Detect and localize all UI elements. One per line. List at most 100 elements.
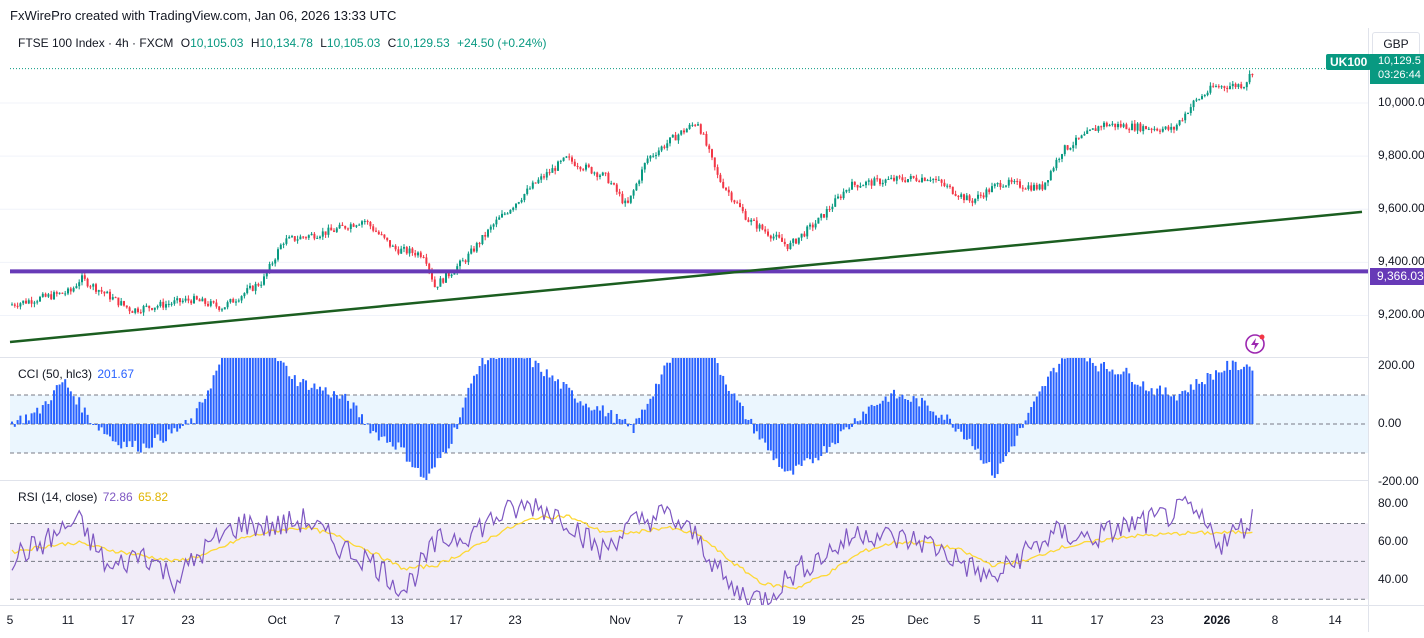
candle-body [744,211,747,220]
lightning-alert-icon[interactable] [1244,333,1266,355]
price-chart[interactable] [0,28,1368,358]
cci-bar [481,358,484,424]
cci-bar [926,405,929,424]
candle-body [621,193,624,204]
cci-bars [11,358,1254,480]
cci-bar [1167,395,1170,424]
candle-body [181,300,184,303]
candle-body [321,231,324,237]
candle-body [475,243,478,252]
cci-bar [820,424,823,457]
candle-body [646,158,649,163]
cci-bar [537,363,540,424]
cci-bar [1077,358,1080,424]
cci-bar [795,424,797,466]
candle-body [377,231,380,235]
cci-bar [671,358,674,424]
candle-body [95,284,97,292]
trendline [9,210,1363,344]
cci-bar [1052,367,1055,424]
bar-countdown: 03:26:44 [1378,69,1421,81]
candle-body [529,188,531,190]
candle-body [349,224,352,230]
cci-bar [358,417,361,424]
cci-bar [1111,369,1114,424]
cci-bar [1243,366,1245,424]
cci-bar [271,358,274,424]
x-tick-label: 23 [181,613,195,627]
cci-bar [792,424,795,475]
cci-bar [139,424,142,453]
candle-body [1091,128,1094,130]
candle-body [657,150,660,156]
cci-bar [1240,369,1243,424]
candle-body [251,285,254,291]
cci-bar [898,396,901,424]
candle-body [41,293,44,297]
price-axis-divider [1368,28,1369,632]
cci-bar [347,400,349,424]
symbol-label[interactable]: FTSE 100 Index · 4h · FXCM [18,36,174,50]
cci-bar [772,424,775,461]
candle-body [1021,187,1024,189]
cci-bar [635,418,638,424]
candle-body [363,220,366,222]
cci-bar [103,424,106,435]
cci-bar [1038,391,1041,424]
cci-label[interactable]: CCI (50, hlc3) [18,367,93,381]
currency-selector[interactable]: GBP [1372,32,1420,56]
candle-body [1027,185,1030,190]
cci-bar [324,387,327,424]
cci-bar [1212,379,1215,424]
candle-body [1024,188,1027,190]
candle-body [288,236,291,239]
candle-body [677,134,680,141]
cci-chart[interactable] [0,358,1368,480]
candle-body [128,307,131,312]
candle-body [1052,168,1055,172]
candle-body [593,172,596,174]
cci-bar [187,423,190,425]
rsi-label[interactable]: RSI (14, close) [18,490,98,504]
candle-body [243,293,246,297]
candle-body [397,249,400,254]
cci-bar [1173,395,1175,424]
cci-bar [655,383,657,424]
cci-bar [209,388,212,424]
candle-body [568,156,571,158]
candle-body [467,253,470,263]
cci-bar [711,358,713,424]
candle-body [599,175,601,177]
cci-bar [618,419,621,424]
cci-bar [823,424,825,447]
candle-body [834,198,837,207]
candle-body [1173,126,1175,130]
cci-bar [719,374,722,424]
cci-bar [523,358,526,424]
candle-body [383,234,386,238]
candle-body [405,247,408,254]
candle-body [1153,128,1156,130]
cci-bar [55,385,58,424]
cci-bar [223,358,226,424]
cci-bar [705,358,708,424]
cci-bar [1063,358,1066,424]
cci-bar [517,358,520,424]
cci-bar [279,360,282,424]
rsi-chart[interactable] [0,481,1368,605]
candle-body [55,292,58,294]
candle-body [369,221,372,227]
cci-bar [965,424,968,440]
candle-body [235,301,237,303]
cci-bar [638,417,641,424]
candle-body [221,309,223,311]
cci-bar [251,358,254,424]
cci-bar [414,424,417,468]
candle-body [506,213,509,215]
cci-bar [674,358,677,424]
cci-bar [669,362,671,424]
candle-body [173,300,176,304]
cci-bar [361,414,363,424]
cci-bar [957,424,960,429]
cci-bar [137,424,139,452]
